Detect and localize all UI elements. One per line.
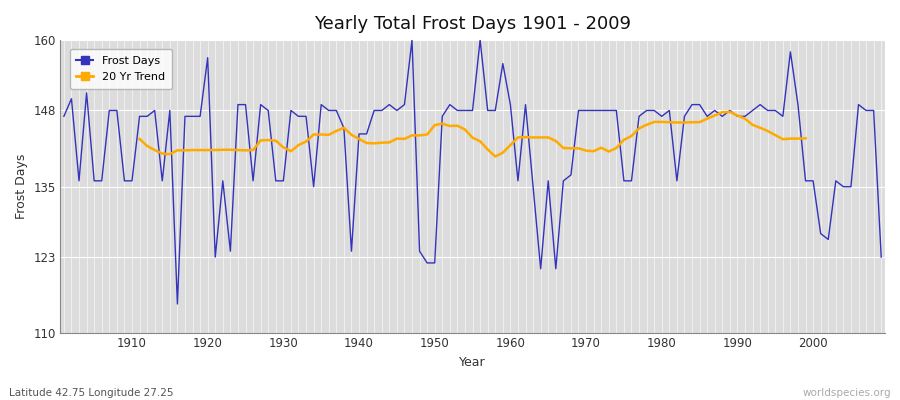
Text: Latitude 42.75 Longitude 27.25: Latitude 42.75 Longitude 27.25 (9, 388, 174, 398)
Legend: Frost Days, 20 Yr Trend: Frost Days, 20 Yr Trend (70, 48, 172, 89)
Title: Yearly Total Frost Days 1901 - 2009: Yearly Total Frost Days 1901 - 2009 (314, 15, 631, 33)
Text: worldspecies.org: worldspecies.org (803, 388, 891, 398)
Y-axis label: Frost Days: Frost Days (15, 154, 28, 219)
X-axis label: Year: Year (459, 356, 486, 369)
